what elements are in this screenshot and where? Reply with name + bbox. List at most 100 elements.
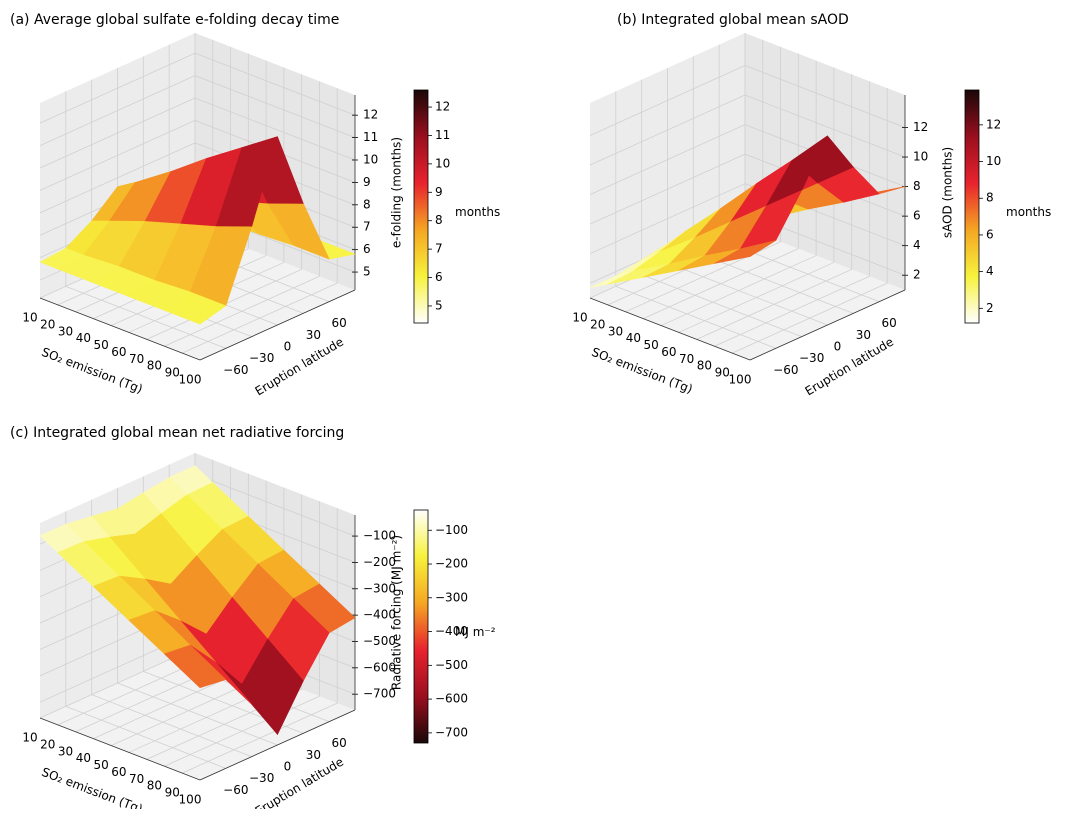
- x-tick-label: 100: [179, 373, 202, 387]
- x-tick-label: 30: [58, 324, 73, 338]
- grid-line: [641, 274, 802, 338]
- axis-line: [39, 717, 201, 781]
- colorbar-tick-label: 12: [435, 100, 450, 114]
- x-tick-label: 70: [679, 352, 694, 366]
- grid-line: [744, 65, 906, 128]
- y-axis-label: Eruption latitude: [803, 335, 896, 399]
- x-tick-label: 20: [590, 317, 605, 331]
- surface-patch: [164, 644, 227, 689]
- colorbar-tick-label: 8: [435, 213, 443, 227]
- colorbar-tick-label: 11: [435, 128, 450, 142]
- chart-title: (a) Average global sulfate e-folding dec…: [10, 12, 339, 28]
- z-tick-label: −300: [363, 581, 396, 595]
- z-tick-label: −400: [363, 608, 396, 622]
- y-tick-label: 0: [284, 760, 292, 774]
- z-tick-label: 12: [363, 108, 378, 122]
- surface-patch: [164, 291, 227, 325]
- x-tick-label: 80: [697, 359, 712, 373]
- y-tick-label: −60: [223, 783, 248, 797]
- z-tick-label: 6: [363, 242, 371, 256]
- colorbar-tick-label: −700: [435, 725, 468, 739]
- x-tick-label: 80: [147, 779, 162, 793]
- x-tick-label: 50: [643, 338, 658, 352]
- y-tick-label: 30: [856, 328, 871, 342]
- axis-line: [199, 289, 356, 361]
- y-tick-label: −30: [249, 351, 274, 365]
- z-tick-label: 9: [363, 175, 371, 189]
- chart-title: (b) Integrated global mean sAOD: [617, 12, 849, 28]
- grid-line: [39, 75, 196, 146]
- z-tick-label: −600: [363, 660, 396, 674]
- z-tick-label: 11: [363, 130, 378, 144]
- colorbar-tick-label: 12: [986, 117, 1001, 131]
- grid-line: [39, 52, 196, 124]
- x-tick-label: 50: [93, 338, 108, 352]
- grid-line: [744, 94, 906, 158]
- grid-line: [194, 75, 356, 138]
- y-tick-label: 30: [306, 328, 321, 342]
- z-tick-label: 6: [913, 209, 921, 223]
- y-tick-label: 0: [834, 340, 842, 354]
- colorbar-tick-label: −600: [435, 692, 468, 706]
- grid-line: [194, 473, 356, 537]
- z-axis-label: e-folding (months): [390, 137, 404, 248]
- grid-line: [39, 142, 196, 214]
- x-tick-label: 60: [111, 345, 126, 359]
- colorbar-tick-label: 9: [435, 185, 443, 199]
- y-tick-label: 60: [332, 316, 347, 330]
- x-tick-label: 80: [147, 359, 162, 373]
- grid-line: [589, 124, 746, 195]
- grid-line: [117, 682, 278, 746]
- z-tick-label: 12: [913, 120, 928, 134]
- axis-line: [199, 709, 356, 781]
- x-tick-label: 10: [572, 311, 587, 325]
- grid-line: [65, 705, 226, 769]
- x-tick-label: 40: [626, 331, 641, 345]
- axis-line: [589, 297, 751, 361]
- x-tick-label: 40: [76, 751, 91, 765]
- y-tick-label: 0: [284, 340, 292, 354]
- colorbar-tick-label: −100: [435, 523, 468, 537]
- grid-line: [91, 694, 252, 758]
- colorbar-tick-label: 8: [986, 191, 994, 205]
- x-tick-label: 90: [165, 786, 180, 800]
- z-tick-label: 8: [913, 179, 921, 193]
- grid-line: [589, 65, 746, 136]
- grid-line: [65, 285, 226, 349]
- x-tick-label: 30: [608, 324, 623, 338]
- x-tick-label: 100: [729, 373, 752, 387]
- x-tick-label: 30: [58, 744, 73, 758]
- colorbar-tick-label: −500: [435, 658, 468, 672]
- x-tick-label: 100: [179, 793, 202, 807]
- colorbar-tick-label: 6: [986, 227, 994, 241]
- colorbar-label: months: [1006, 205, 1051, 219]
- colorbar-tick-label: 5: [435, 298, 443, 312]
- axis-line: [749, 289, 906, 361]
- z-tick-label: −100: [363, 529, 396, 543]
- x-tick-label: 90: [715, 366, 730, 380]
- z-tick-label: 10: [913, 150, 928, 164]
- colorbar-tick-label: 2: [986, 301, 994, 315]
- z-tick-label: −200: [363, 555, 396, 569]
- grid-line: [194, 97, 356, 161]
- y-tick-label: 60: [332, 736, 347, 750]
- grid-line: [667, 262, 828, 326]
- grid-line: [589, 153, 746, 225]
- x-tick-label: 50: [93, 758, 108, 772]
- z-tick-label: 10: [363, 153, 378, 167]
- chart-title: (c) Integrated global mean net radiative…: [10, 425, 344, 441]
- y-tick-label: −30: [799, 351, 824, 365]
- colorbar-tick-label: −300: [435, 590, 468, 604]
- y-tick-label: −60: [223, 363, 248, 377]
- colorbar-label: MJ m⁻²: [455, 625, 496, 639]
- z-tick-label: 7: [363, 220, 371, 234]
- x-tick-label: 20: [40, 317, 55, 331]
- y-tick-label: 60: [882, 316, 897, 330]
- x-tick-label: 10: [22, 311, 37, 325]
- x-tick-label: 90: [165, 366, 180, 380]
- colorbar-tick-label: −400: [435, 624, 468, 638]
- colorbar: [413, 509, 429, 744]
- x-tick-label: 60: [661, 345, 676, 359]
